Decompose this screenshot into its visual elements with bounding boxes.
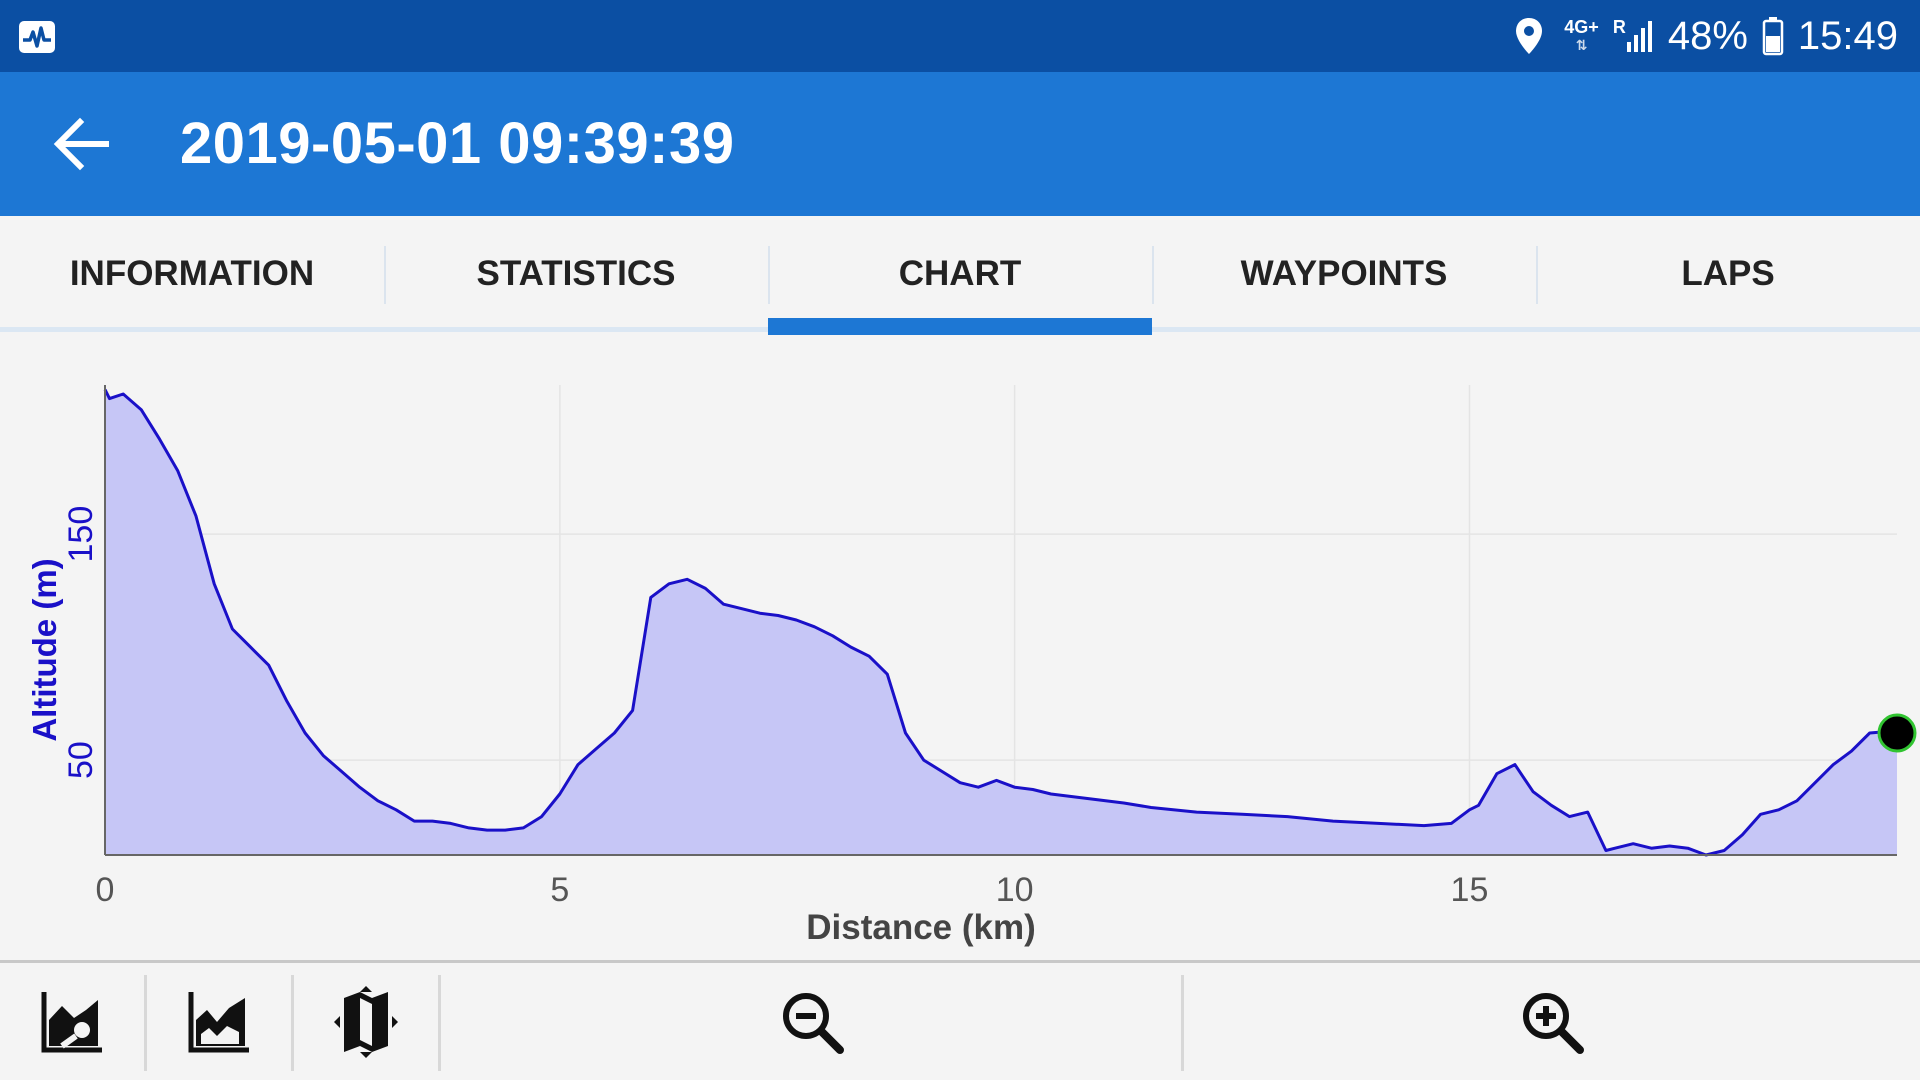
tab-chart[interactable]: CHART	[898, 254, 1022, 293]
button-divider	[1181, 975, 1184, 1071]
track-title: 2019-05-01 09:39:39	[180, 111, 735, 176]
tab-laps[interactable]: LAPS	[1681, 254, 1775, 293]
altitude-area	[105, 389, 1897, 855]
clock: 15:49	[1797, 13, 1898, 58]
x-axis-title: Distance (km)	[806, 908, 1036, 947]
network-indicator: 4G+ ⇅	[1564, 18, 1599, 54]
zoom-out-icon	[782, 992, 844, 1054]
zoom-in-icon	[1523, 992, 1584, 1054]
tab-waypoints[interactable]: WAYPOINTS	[1240, 254, 1448, 293]
back-button[interactable]	[46, 108, 118, 180]
location-pin-icon	[1516, 18, 1543, 54]
x-tick-label: 15	[1451, 871, 1489, 909]
app-toolbar: 2019-05-01 09:39:39	[0, 72, 1920, 216]
chart-area-icon	[188, 991, 249, 1052]
selected-tab-indicator	[768, 318, 1152, 335]
button-divider	[438, 975, 441, 1071]
x-tick-label: 5	[550, 871, 569, 909]
tab-divider	[1536, 246, 1538, 304]
battery-icon	[1762, 17, 1784, 56]
tab-divider	[768, 246, 770, 304]
arrow-left-icon	[53, 117, 109, 171]
status-bar: 4G+ ⇅ R 48% 15:49	[0, 0, 1920, 72]
y-tick-label: 150	[62, 506, 100, 563]
chart-bottom-bar	[0, 960, 1920, 1080]
y-tick-label: 50	[62, 741, 100, 779]
tab-statistics[interactable]: STATISTICS	[476, 254, 676, 293]
zoom-out-button[interactable]	[441, 963, 1182, 1080]
map-icon	[334, 985, 398, 1058]
chart-settings-button[interactable]	[0, 963, 144, 1080]
roaming-indicator: R	[1612, 17, 1626, 37]
x-tick-label: 0	[96, 871, 115, 909]
app-activity-icon	[19, 21, 55, 53]
y-axis-title: Altitude (m)	[26, 558, 63, 741]
tab-information[interactable]: INFORMATION	[69, 254, 315, 293]
status-indicators: 4G+ ⇅ R 48% 15:49	[1514, 0, 1898, 72]
zoom-in-button[interactable]	[1184, 963, 1920, 1080]
network-type: 4G+	[1564, 17, 1599, 37]
button-divider	[144, 975, 147, 1071]
current-position-marker	[1877, 713, 1917, 753]
data-arrows-icon: ⇅	[1575, 37, 1588, 53]
signal-indicator: R	[1613, 18, 1654, 54]
battery-percent: 48%	[1667, 13, 1748, 58]
button-divider	[291, 975, 294, 1071]
chart-settings-icon	[41, 991, 102, 1052]
map-button[interactable]	[294, 963, 438, 1080]
altitude-line	[103, 388, 1898, 857]
altitude-chart[interactable]: 0 5 10 15 50 150 Distance (km) Altitude (m)	[0, 335, 1920, 960]
tab-bar: INFORMATION STATISTICS CHART WAYPOINTS L…	[0, 216, 1920, 332]
tab-divider	[1152, 246, 1154, 304]
signal-icon	[1626, 21, 1652, 52]
tab-divider	[384, 246, 386, 304]
chart-area[interactable]: 0 5 10 15 50 150 Distance (km) Altitude (m)	[0, 335, 1920, 960]
x-tick-label: 10	[996, 871, 1034, 909]
chart-area-button[interactable]	[147, 963, 291, 1080]
